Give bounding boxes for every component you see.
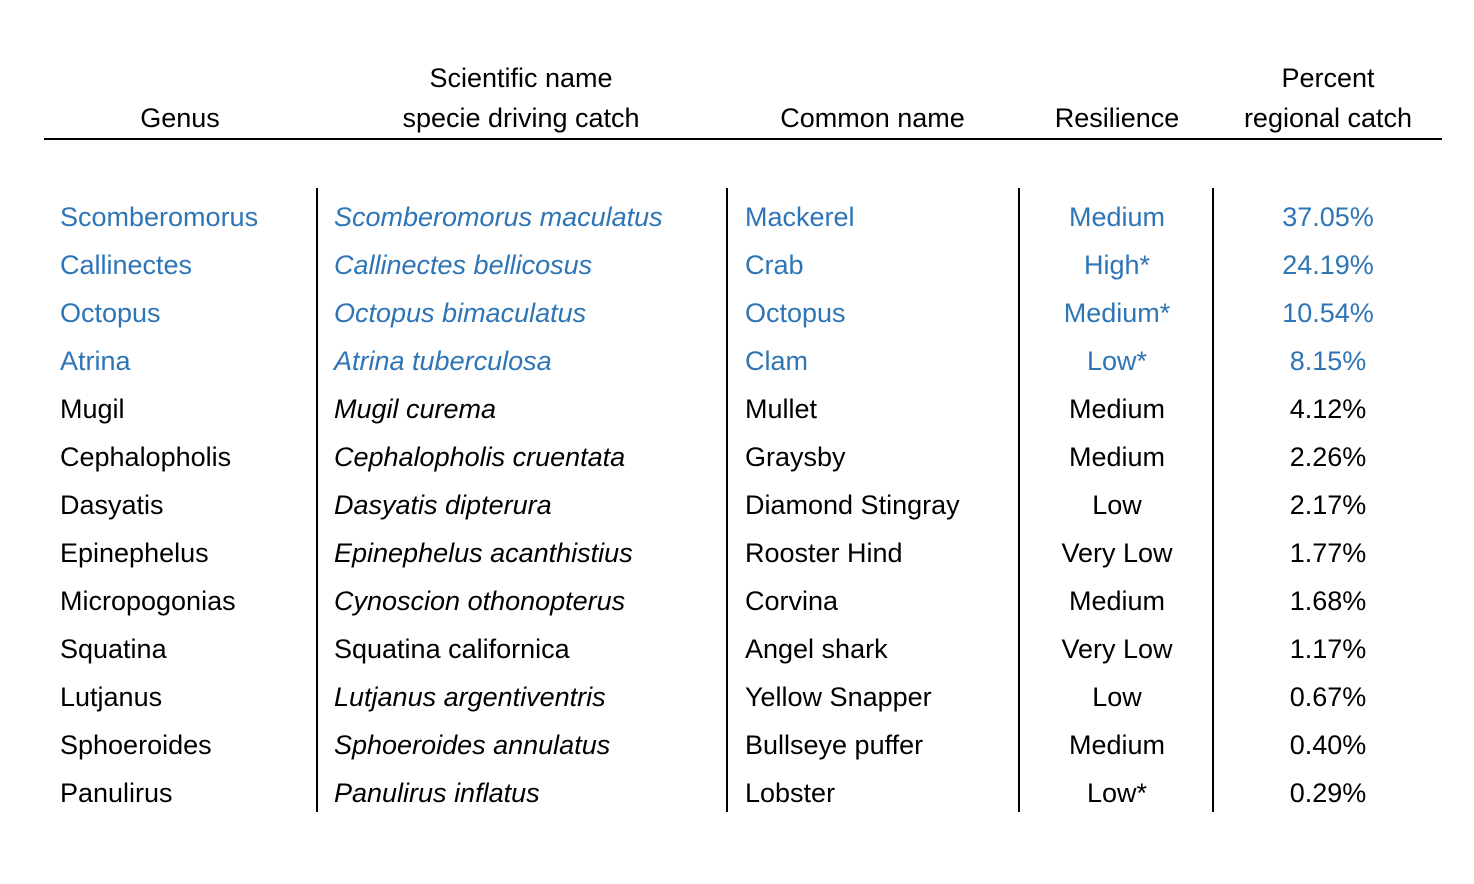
cell-percent: 4.12%	[1289, 394, 1367, 424]
cell-resilience: Medium	[1068, 730, 1166, 760]
cell-genus: Epinephelus	[60, 538, 209, 568]
header-percent-line-1: Percent	[1281, 63, 1375, 93]
cell-percent: 0.29%	[1289, 778, 1367, 808]
cell-resilience: Low*	[1086, 346, 1148, 376]
table-row: Scomberomorus Scomberomorus maculatus Ma…	[0, 193, 1474, 241]
cell-resilience: Very Low	[1061, 634, 1173, 664]
table-row: Octopus Octopus bimaculatus Octopus Medi…	[0, 289, 1474, 337]
cell-resilience: Medium	[1068, 586, 1166, 616]
table-row: Cephalopholis Cephalopholis cruentata Gr…	[0, 433, 1474, 481]
cell-genus: Callinectes	[60, 250, 193, 280]
table-row: Atrina Atrina tuberculosa Clam Low* 8.15…	[0, 337, 1474, 385]
cell-scientific-name: Scomberomorus maculatus	[334, 202, 663, 232]
cell-scientific-name: Octopus bimaculatus	[334, 298, 587, 328]
cell-scientific-name: Atrina tuberculosa	[334, 346, 552, 376]
cell-resilience: Medium*	[1063, 298, 1171, 328]
header-scientific-line-2: specie driving catch	[402, 103, 640, 133]
cell-common-name: Clam	[745, 346, 809, 376]
cell-common-name: Crab	[745, 250, 804, 280]
cell-genus: Atrina	[60, 346, 131, 376]
cell-resilience: High*	[1083, 250, 1151, 280]
cell-genus: Dasyatis	[60, 490, 164, 520]
column-divider-1	[316, 188, 318, 812]
table-row: Mugil Mugil curema Mullet Medium 4.12%	[0, 385, 1474, 433]
cell-common-name: Mullet	[745, 394, 818, 424]
header-rule	[44, 138, 1442, 140]
header-genus-line-1: Genus	[140, 103, 220, 133]
cell-percent: 2.17%	[1289, 490, 1367, 520]
table-row: Sphoeroides Sphoeroides annulatus Bullse…	[0, 721, 1474, 769]
column-divider-2	[726, 188, 728, 812]
cell-genus: Lutjanus	[60, 682, 163, 712]
table-row: Panulirus Panulirus inflatus Lobster Low…	[0, 769, 1474, 817]
cell-common-name: Octopus	[745, 298, 846, 328]
cell-scientific-name: Epinephelus acanthistius	[334, 538, 633, 568]
cell-resilience: Very Low	[1061, 538, 1173, 568]
cell-scientific-name: Callinectes bellicosus	[334, 250, 593, 280]
cell-resilience: Medium	[1068, 442, 1166, 472]
table-row: Callinectes Callinectes bellicosus Crab …	[0, 241, 1474, 289]
cell-genus: Scomberomorus	[60, 202, 259, 232]
header-resilience: Resilience	[1020, 60, 1214, 138]
cell-percent: 24.19%	[1282, 250, 1374, 280]
cell-scientific-name: Squatina californica	[334, 634, 570, 664]
header-genus: Genus	[60, 60, 300, 138]
cell-common-name: Graysby	[745, 442, 846, 472]
table-row: Lutjanus Lutjanus argentiventris Yellow …	[0, 673, 1474, 721]
cell-scientific-name: Lutjanus argentiventris	[334, 682, 606, 712]
cell-percent: 1.68%	[1289, 586, 1367, 616]
cell-percent: 0.40%	[1289, 730, 1367, 760]
cell-percent: 10.54%	[1282, 298, 1374, 328]
table-row: Dasyatis Dasyatis dipterura Diamond Stin…	[0, 481, 1474, 529]
table-body: Scomberomorus Scomberomorus maculatus Ma…	[0, 193, 1474, 817]
header-common-line-1: Common name	[780, 103, 965, 133]
cell-genus: Octopus	[60, 298, 161, 328]
cell-scientific-name: Mugil curema	[334, 394, 497, 424]
cell-scientific-name: Dasyatis dipterura	[334, 490, 552, 520]
cell-genus: Panulirus	[60, 778, 173, 808]
table-row: Squatina Squatina californica Angel shar…	[0, 625, 1474, 673]
cell-percent: 1.17%	[1289, 634, 1367, 664]
cell-genus: Cephalopholis	[60, 442, 232, 472]
cell-scientific-name: Panulirus inflatus	[334, 778, 540, 808]
cell-common-name: Rooster Hind	[745, 538, 903, 568]
header-scientific-name: Scientific name specie driving catch	[334, 60, 708, 138]
cell-scientific-name: Cynoscion othonopterus	[334, 586, 626, 616]
cell-genus: Sphoeroides	[60, 730, 212, 760]
table-header: Genus Scientific name specie driving cat…	[0, 60, 1474, 138]
cell-percent: 37.05%	[1282, 202, 1374, 232]
cell-genus: Squatina	[60, 634, 167, 664]
column-divider-4	[1212, 188, 1214, 812]
cell-percent: 1.77%	[1289, 538, 1367, 568]
cell-resilience: Medium	[1068, 394, 1166, 424]
header-resilience-line-1: Resilience	[1054, 103, 1180, 133]
column-divider-3	[1018, 188, 1020, 812]
header-scientific-line-1: Scientific name	[429, 63, 613, 93]
cell-resilience: Low	[1092, 490, 1142, 520]
cell-resilience: Low*	[1086, 778, 1148, 808]
cell-common-name: Corvina	[745, 586, 839, 616]
cell-scientific-name: Cephalopholis cruentata	[334, 442, 626, 472]
cell-percent: 2.26%	[1289, 442, 1367, 472]
header-percent-line-2: regional catch	[1243, 103, 1413, 133]
cell-percent: 0.67%	[1289, 682, 1367, 712]
cell-common-name: Mackerel	[745, 202, 855, 232]
cell-percent: 8.15%	[1289, 346, 1367, 376]
cell-common-name: Angel shark	[745, 634, 888, 664]
cell-common-name: Bullseye puffer	[745, 730, 924, 760]
table-row: Micropogonias Cynoscion othonopterus Cor…	[0, 577, 1474, 625]
cell-genus: Mugil	[60, 394, 125, 424]
header-common-name: Common name	[745, 60, 1000, 138]
header-percent-regional-catch: Percent regional catch	[1214, 60, 1442, 138]
table-row: Epinephelus Epinephelus acanthistius Roo…	[0, 529, 1474, 577]
cell-resilience: Medium	[1068, 202, 1166, 232]
cell-scientific-name: Sphoeroides annulatus	[334, 730, 611, 760]
cell-common-name: Lobster	[745, 778, 836, 808]
cell-common-name: Diamond Stingray	[745, 490, 960, 520]
cell-resilience: Low	[1092, 682, 1142, 712]
cell-common-name: Yellow Snapper	[745, 682, 932, 712]
cell-genus: Micropogonias	[60, 586, 236, 616]
